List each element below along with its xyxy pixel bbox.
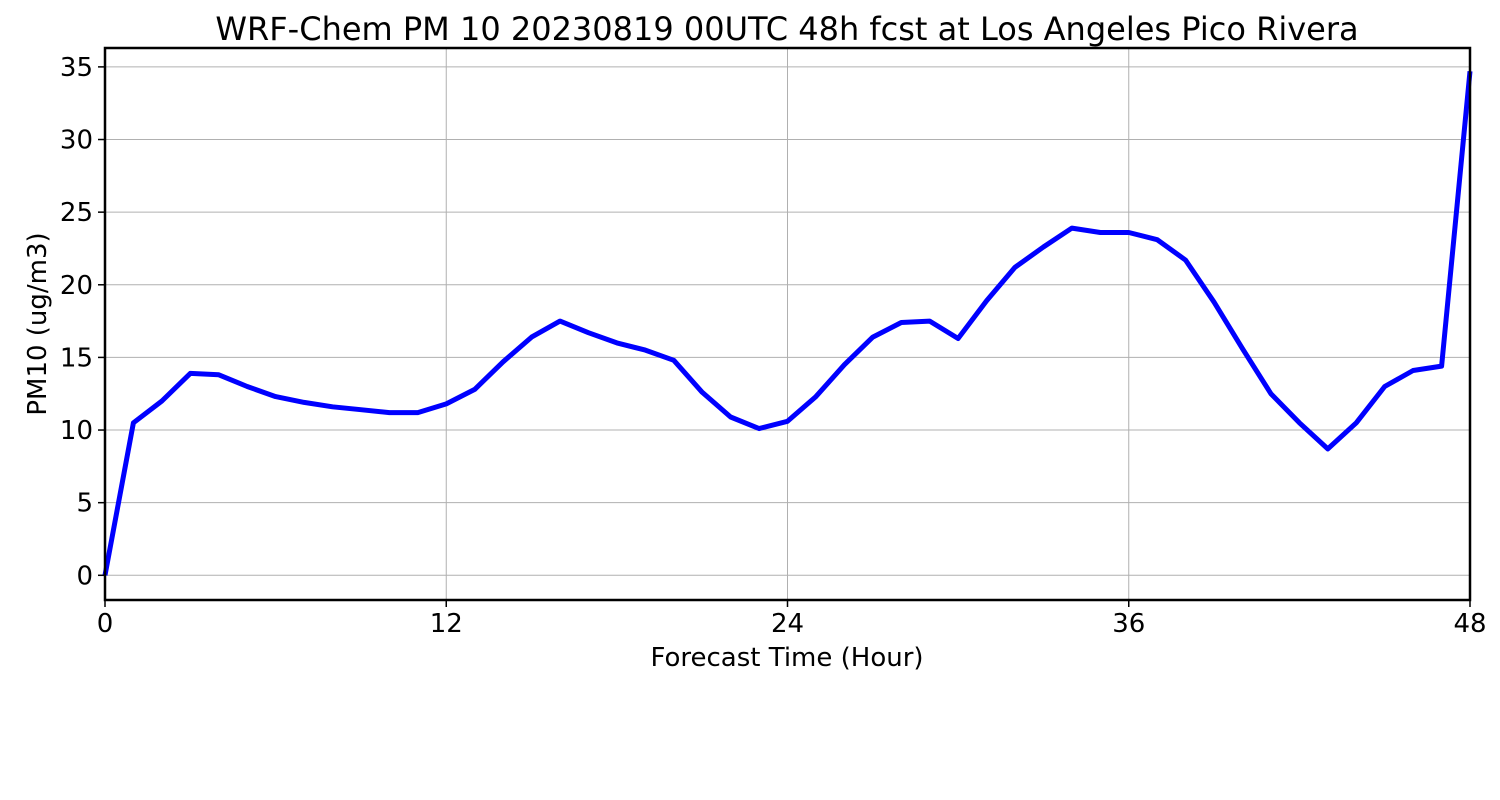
y-tick-label: 25 <box>60 198 93 228</box>
y-axis-label: PM10 (ug/m3) <box>23 232 53 415</box>
y-tick-label: 20 <box>60 271 93 301</box>
y-tick-label: 10 <box>60 416 93 446</box>
chart-title: WRF-Chem PM 10 20230819 00UTC 48h fcst a… <box>215 10 1358 48</box>
y-tick-label: 30 <box>60 126 93 156</box>
y-tick-label: 15 <box>60 343 93 373</box>
x-axis-label: Forecast Time (Hour) <box>650 643 923 673</box>
y-tick-label: 35 <box>60 53 93 83</box>
x-tick-label: 48 <box>1453 609 1486 639</box>
series-layer <box>102 70 1473 576</box>
y-tick-label: 5 <box>76 489 93 519</box>
series-line <box>102 70 1473 576</box>
y-tick-label: 0 <box>76 561 93 591</box>
x-tick-label: 24 <box>771 609 804 639</box>
x-tick-label: 36 <box>1112 609 1145 639</box>
grid <box>104 48 1471 600</box>
x-tick-label: 0 <box>97 609 114 639</box>
ticks: 0 5 10 15 20 25 30 35 0 12 24 36 48 <box>60 53 1487 639</box>
x-tick-label: 12 <box>430 609 463 639</box>
